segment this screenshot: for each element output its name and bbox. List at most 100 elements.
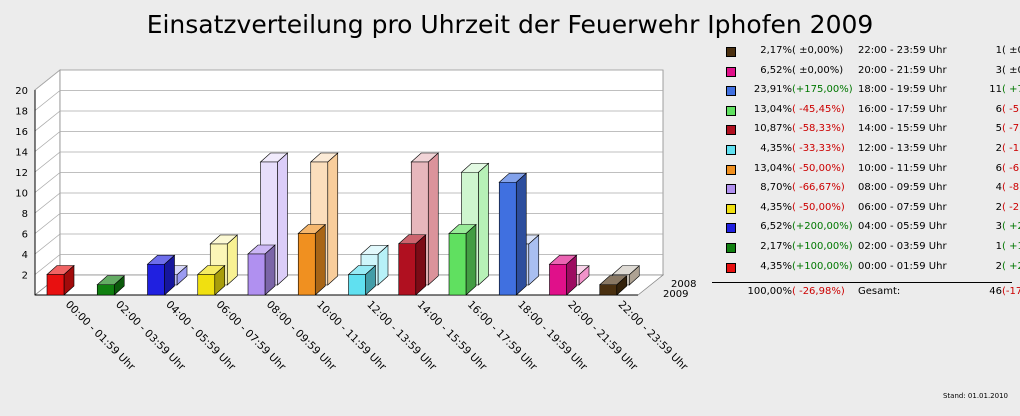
- legend-time: 16:00 - 17:59 Uhr: [858, 103, 947, 115]
- legend-change: ( -33,33%): [792, 142, 845, 154]
- legend-percent: 13,04%: [753, 103, 792, 115]
- grid-line-left: [34, 131, 61, 152]
- legend-change: (+100,00%): [792, 260, 853, 272]
- legend-percent: 6,52%: [760, 64, 792, 76]
- legend-count: 1: [995, 45, 1002, 56]
- legend-row: 13,04%( -45,45%) 16:00 - 17:59 Uhr 6( -5): [720, 101, 1020, 121]
- total-change: ( -26,98%): [792, 286, 845, 297]
- legend-count: 1: [995, 240, 1002, 252]
- bar-2009: [247, 244, 276, 296]
- legend-count: 2: [995, 260, 1002, 272]
- legend-count-change: ( ±0): [1002, 45, 1020, 56]
- grid-line-left: [34, 69, 61, 91]
- legend-count: 4: [995, 182, 1002, 194]
- legend-change: (+100,00%): [792, 240, 853, 252]
- series-label-2009: 2009: [663, 289, 688, 300]
- total-count-change: (-17): [1002, 286, 1020, 297]
- legend-time: 00:00 - 01:59 Uhr: [858, 260, 947, 272]
- chart-title: Einsatzverteilung pro Uhrzeit der Feuerw…: [146, 10, 874, 39]
- total-percent: 100,00%: [747, 286, 793, 297]
- legend-count: 11: [989, 84, 1002, 96]
- legend-row: 13,04%( -50,00%) 10:00 - 11:59 Uhr 6( -6): [720, 160, 1020, 180]
- legend-change: ( -50,00%): [792, 201, 845, 213]
- grid-line-left: [34, 213, 61, 234]
- legend-time: 10:00 - 11:59 Uhr: [858, 162, 947, 174]
- y-tick-label: 8: [22, 209, 28, 220]
- legend-change: ( -66,67%): [792, 182, 845, 194]
- bar-2009: [598, 275, 628, 296]
- legend-count-change: ( +2): [1002, 260, 1020, 272]
- legend-swatch: [726, 164, 736, 175]
- grid-line-left: [34, 151, 61, 173]
- legend-count: 2: [995, 142, 1002, 154]
- y-tick-label: 18: [15, 107, 28, 118]
- legend-swatch: [726, 184, 736, 195]
- legend-percent: 4,35%: [760, 260, 792, 272]
- legend-count: 6: [995, 162, 1002, 174]
- bar-2009: [397, 234, 427, 296]
- y-tick-label: 2: [22, 271, 28, 282]
- legend-time: 06:00 - 07:59 Uhr: [858, 201, 947, 213]
- legend-percent: 6,52%: [760, 221, 792, 233]
- legend-swatch: [726, 105, 736, 116]
- legend-swatch: [726, 86, 736, 97]
- bar-2009: [146, 254, 176, 296]
- legend-row: 4,35%(+100,00%) 00:00 - 01:59 Uhr 2( +2): [720, 258, 1020, 278]
- bar-2009: [347, 264, 377, 296]
- legend-count-change: ( -6): [1002, 162, 1020, 174]
- legend-swatch: [726, 203, 736, 214]
- legend-percent: 23,91%: [753, 84, 792, 96]
- legend-change: (+200,00%): [792, 221, 853, 233]
- bar-2009: [548, 254, 578, 296]
- legend-change: ( -58,33%): [792, 123, 845, 135]
- legend-time: 12:00 - 13:59 Uhr: [858, 142, 947, 154]
- legend-percent: 2,17%: [760, 45, 792, 56]
- series-label-2008: 2008: [671, 279, 696, 290]
- legend-row: 4,35%( -50,00%) 06:00 - 07:59 Uhr 2( -2): [720, 199, 1020, 219]
- legend-count: 3: [995, 221, 1002, 233]
- y-tick-label: 12: [15, 168, 28, 179]
- legend-row: 10,87%( -58,33%) 14:00 - 15:59 Uhr 5( -7): [720, 120, 1020, 140]
- legend-row: 2,17%( ±0,00%) 22:00 - 23:59 Uhr 1( ±0): [720, 42, 1020, 62]
- legend-total-divider: [712, 282, 1012, 283]
- grid-line-left: [34, 254, 61, 275]
- legend-percent: 4,35%: [760, 201, 792, 213]
- grid-line-left: [34, 90, 61, 111]
- y-tick-label: 20: [15, 86, 28, 97]
- legend-swatch: [726, 242, 736, 253]
- legend-count-change: ( +7): [1002, 84, 1020, 96]
- legend-row: 2,17%(+100,00%) 02:00 - 03:59 Uhr 1( +1): [720, 238, 1020, 258]
- y-tick-label: 4: [22, 250, 28, 261]
- legend-count-change: ( -1): [1002, 142, 1020, 154]
- legend-count: 5: [995, 123, 1002, 135]
- legend-count: 6: [995, 103, 1002, 115]
- bar-2009: [46, 264, 75, 296]
- legend-time: 04:00 - 05:59 Uhr: [858, 221, 947, 233]
- legend-swatch: [726, 262, 736, 273]
- grid-line-left: [34, 110, 61, 132]
- legend-row: 6,52%( ±0,00%) 20:00 - 21:59 Uhr 3( ±0): [720, 62, 1020, 82]
- y-tick-label: 6: [22, 230, 28, 241]
- bar-2009: [96, 275, 126, 296]
- legend-time: 20:00 - 21:59 Uhr: [858, 64, 947, 76]
- legend-count-change: ( +1): [1002, 240, 1020, 252]
- legend-time: 02:00 - 03:59 Uhr: [858, 240, 947, 252]
- legend-swatch: [726, 47, 736, 57]
- y-tick-label: 14: [15, 148, 28, 159]
- legend-count-change: ( -2): [1002, 201, 1020, 213]
- legend-count-change: ( ±0): [1002, 64, 1020, 76]
- legend-change: ( -45,45%): [792, 103, 845, 115]
- legend-count-change: ( -7): [1002, 123, 1020, 135]
- legend-swatch: [726, 125, 736, 136]
- legend-change: ( ±0,00%): [792, 45, 844, 56]
- legend-count-change: ( +2): [1002, 221, 1020, 233]
- legend-row: 23,91%(+175,00%) 18:00 - 19:59 Uhr 11( +7): [720, 81, 1020, 101]
- legend-swatch: [726, 223, 736, 234]
- legend-row: 4,35%( -33,33%) 12:00 - 13:59 Uhr 2( -1): [720, 140, 1020, 160]
- grid-line-left: [34, 172, 61, 193]
- legend-change: ( ±0,00%): [792, 64, 844, 76]
- legend-time: 14:00 - 15:59 Uhr: [858, 123, 947, 135]
- legend-count: 3: [995, 64, 1002, 76]
